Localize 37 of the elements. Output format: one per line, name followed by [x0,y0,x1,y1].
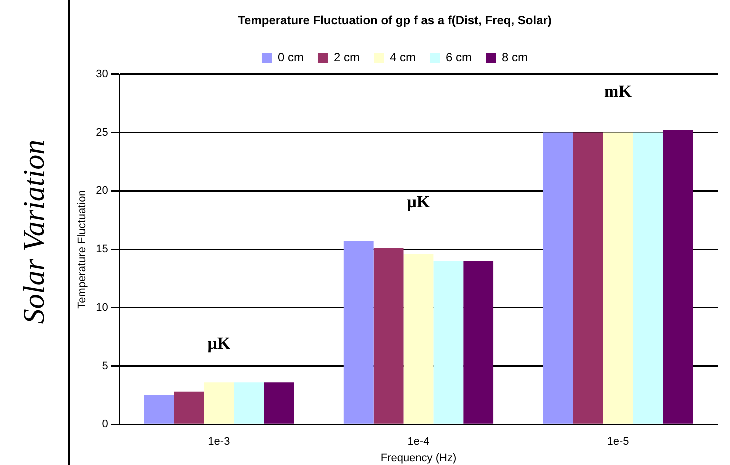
bar [174,392,204,424]
bar [404,254,434,424]
y-tick-label: 25 [96,126,108,139]
bar [144,395,174,424]
bar [204,382,234,424]
bar [264,382,294,424]
bar [573,132,604,424]
legend-label: 8 cm [502,50,528,65]
y-axis-title: Temperature Fluctuation [76,190,89,309]
bar [603,132,634,424]
y-tick-label: 10 [96,302,108,314]
annotation: μK [407,192,431,212]
bar [663,130,694,424]
legend-label: 2 cm [334,50,360,65]
y-tick-label: 0 [102,418,108,431]
bar [374,248,404,424]
bar [344,241,374,424]
bar [633,132,664,424]
legend-label: 6 cm [446,50,472,65]
annotation: mK [604,82,633,101]
x-tick-label: 1e-3 [208,436,230,448]
x-axis-title: Frequency (Hz) [380,452,457,464]
bar [543,132,574,424]
y-tick-label: 5 [102,360,108,372]
annotation: μK [208,334,232,353]
bar [434,261,464,424]
y-tick-label: 15 [96,244,108,256]
chart-title: Temperature Fluctuation of gp f as a f(Dist, Freq, Solar) [238,14,552,28]
bar [234,382,264,424]
y-tick-label: 30 [96,68,108,80]
y-tick-label: 20 [96,185,108,198]
x-tick-label: 1e-4 [408,436,430,448]
bar [464,261,494,424]
x-tick-label: 1e-5 [607,436,630,448]
legend-label: 4 cm [390,50,416,65]
text: Solar Variation [18,140,52,324]
legend-label: 0 cm [278,50,304,65]
